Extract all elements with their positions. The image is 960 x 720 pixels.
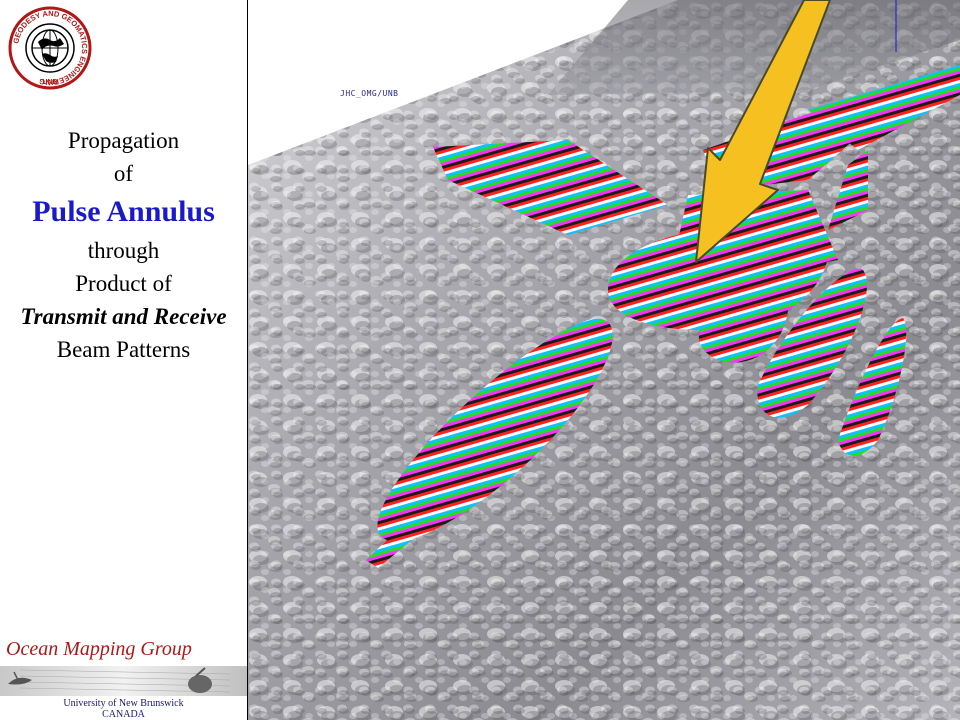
ocean-mapping-group-label: Ocean Mapping Group [6,638,192,660]
university-name: University of New Brunswick [63,698,184,709]
title-pulse-annulus: Pulse Annulus [32,195,215,228]
seafloor-visualization [248,0,960,720]
title-line-propagation: Propagation [67,128,180,153]
title-line-through: through [87,238,160,263]
footer-seafloor-banner [0,666,247,696]
footer-branding: Ocean Mapping Group [0,636,247,720]
slide-title: Propagation of Pulse Annulus through Pro… [0,124,247,366]
image-watermark: JHC_OMG/UNB [340,89,399,98]
survey-vessel-icon [8,671,32,685]
globe-icon [31,29,69,67]
pointer-arrow-icon [695,0,831,263]
title-line-product-of: Product of [75,271,172,296]
title-transmit-receive: Transmit and Receive [20,304,227,329]
country-name: CANADA [102,709,145,720]
panel-divider [247,0,248,720]
submersible-icon [188,667,212,693]
university-caption: University of New Brunswick CANADA [0,698,247,720]
left-panel: GEODESY AND GEOMATICS ENGINEERING UNB Pr… [0,0,247,720]
logo-bottom-text: UNB [42,79,57,86]
title-beam-patterns: Beam Patterns [56,337,191,362]
title-line-of: of [113,161,134,186]
unb-logo: GEODESY AND GEOMATICS ENGINEERING UNB [8,6,92,90]
beam-pattern-footprint [366,65,960,568]
